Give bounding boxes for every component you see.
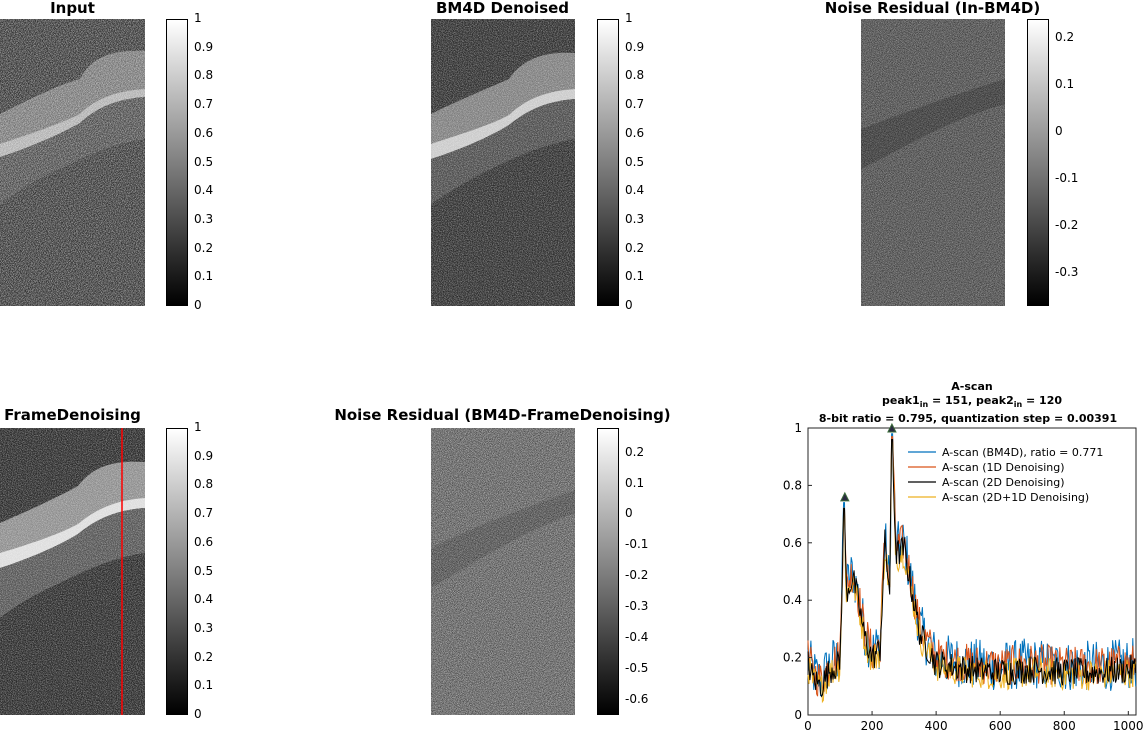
ascan-y-tick-label: 0 — [794, 708, 802, 722]
ascan-legend-label: A-scan (2D+1D Denoising) — [942, 491, 1089, 504]
colorbar-tick-label: 0.8 — [194, 477, 214, 492]
residual-bm4d-frame-image — [431, 428, 575, 715]
colorbar-tick-label: 0.6 — [625, 125, 645, 140]
ascan-title-line3: 8-bit ratio = 0.795, quantization step =… — [818, 412, 1118, 425]
colorbar-tick-label: 0.7 — [194, 97, 214, 112]
ascan-x-tick-label: 0 — [804, 719, 812, 733]
colorbar-tick-label: 0.9 — [194, 448, 214, 463]
colorbar-tick-label: 0 — [194, 298, 202, 312]
ascan-legend-label: A-scan (2D Denoising) — [942, 476, 1065, 489]
bm4d-image — [431, 19, 575, 306]
colorbar-tick-label: -0.2 — [1055, 218, 1079, 233]
ascan-title-sub1: in — [919, 400, 929, 410]
bm4d-title: BM4D Denoised — [435, 0, 570, 17]
bm4d-colorbar — [597, 19, 619, 306]
ascan-peak-marker — [840, 491, 850, 502]
colorbar-tick-label: 0.2 — [625, 240, 645, 255]
colorbar-tick-label: 0.5 — [194, 563, 214, 578]
colorbar-tick-label: -0.4 — [625, 629, 649, 644]
ascan-title-sub2: in — [1013, 400, 1023, 410]
colorbar-tick-label: -0.6 — [625, 691, 649, 706]
ascan-peak-marker — [887, 422, 897, 433]
ascan-series-line — [807, 439, 1137, 698]
frame-denoising-title: FrameDenoising — [4, 406, 141, 424]
colorbar-tick-label: 1 — [625, 11, 633, 25]
ascan-y-tick-label: 0.4 — [783, 593, 802, 607]
ascan-y-tick-label: 0.6 — [783, 536, 802, 550]
input-colorbar — [166, 19, 188, 306]
residual-in-bm4d-title: Noise Residual (In-BM4D) — [824, 0, 1041, 17]
frame-denoising-colorbar — [166, 428, 188, 715]
colorbar-tick-label: 0.3 — [194, 620, 214, 635]
ascan-title-peak2-value: = 120 — [1022, 394, 1063, 407]
colorbar-tick-label: 0.3 — [194, 211, 214, 226]
colorbar-tick-label: 0 — [625, 298, 633, 312]
input-title: Input — [50, 0, 95, 17]
ascan-legend-label: A-scan (1D Denoising) — [942, 461, 1065, 474]
colorbar-tick-label: 0.2 — [625, 444, 645, 459]
colorbar-tick-label: 0.4 — [194, 592, 214, 607]
colorbar-tick-label: -0.3 — [1055, 265, 1079, 280]
colorbar-tick-label: 1 — [194, 11, 202, 25]
colorbar-tick-label: 0.1 — [625, 269, 645, 284]
residual-in-bm4d-image — [861, 19, 1005, 306]
colorbar-tick-label: 0.1 — [194, 269, 214, 284]
colorbar-tick-label: 0.1 — [625, 475, 645, 490]
ascan-title-line1: A-scan — [951, 380, 993, 393]
residual-bm4d-frame-title: Noise Residual (BM4D-FrameDenoising) — [334, 406, 671, 424]
ascan-series-line — [807, 441, 1137, 704]
residual-in-bm4d-colorbar — [1027, 19, 1049, 306]
colorbar-tick-label: -0.2 — [625, 568, 649, 583]
colorbar-tick-label: 0.2 — [194, 649, 214, 664]
residual-bm4d-frame-colorbar — [597, 428, 619, 715]
colorbar-tick-label: 0.5 — [194, 154, 214, 169]
colorbar-tick-label: 0.6 — [194, 534, 214, 549]
colorbar-tick-label: 1 — [194, 420, 202, 434]
ascan-y-tick-label: 0.8 — [783, 478, 802, 492]
colorbar-tick-label: 0.4 — [625, 183, 645, 198]
colorbar-tick-label: 0.8 — [625, 68, 645, 83]
colorbar-tick-label: 0.1 — [1055, 76, 1075, 91]
colorbar-tick-label: 0.5 — [625, 154, 645, 169]
colorbar-tick-label: 0.2 — [194, 240, 214, 255]
colorbar-tick-label: 0.9 — [194, 39, 214, 54]
colorbar-tick-label: -0.1 — [1055, 170, 1079, 185]
colorbar-tick-label: 0 — [625, 506, 633, 521]
colorbar-tick-label: 0.7 — [194, 506, 214, 521]
ascan-x-tick-label: 1000 — [1113, 719, 1144, 733]
input-image — [0, 19, 145, 306]
ascan-title-peak2: = 151, peak2 — [928, 394, 1014, 407]
ascan-x-tick-label: 600 — [989, 719, 1012, 733]
colorbar-tick-label: -0.5 — [625, 660, 649, 675]
colorbar-tick-label: 0.8 — [194, 68, 214, 83]
colorbar-tick-label: 0.6 — [194, 125, 214, 140]
colorbar-tick-label: -0.1 — [625, 537, 649, 552]
colorbar-tick-label: 0 — [194, 707, 202, 721]
colorbar-tick-label: 0.1 — [194, 678, 214, 693]
colorbar-tick-label: -0.3 — [625, 598, 649, 613]
ascan-x-tick-label: 200 — [861, 719, 884, 733]
colorbar-tick-label: 0 — [1055, 123, 1063, 138]
colorbar-tick-label: 0.2 — [1055, 29, 1075, 44]
colorbar-tick-label: 0.9 — [625, 39, 645, 54]
ascan-y-tick-label: 1 — [794, 421, 802, 435]
ascan-y-tick-label: 0.2 — [783, 651, 802, 665]
ascan-x-tick-label: 400 — [925, 719, 948, 733]
colorbar-tick-label: 0.7 — [625, 97, 645, 112]
ascan-x-tick-label: 800 — [1053, 719, 1076, 733]
ascan-legend-label: A-scan (BM4D), ratio = 0.771 — [942, 446, 1103, 459]
colorbar-tick-label: 0.3 — [625, 211, 645, 226]
ascan-title-line2: peak1in = 151, peak2in = 120 — [808, 394, 1136, 409]
ascan-title-peak1: peak1 — [881, 394, 920, 407]
colorbar-tick-label: 0.4 — [194, 183, 214, 198]
frame-denoising-image — [0, 428, 145, 715]
